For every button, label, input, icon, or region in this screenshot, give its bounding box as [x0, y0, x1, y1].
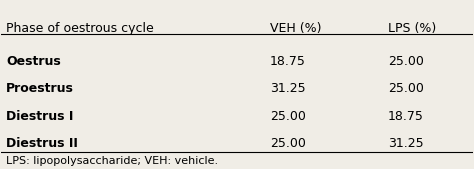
Text: 25.00: 25.00 [270, 137, 306, 150]
Text: VEH (%): VEH (%) [270, 22, 321, 35]
Text: 25.00: 25.00 [388, 82, 424, 95]
Text: 25.00: 25.00 [270, 110, 306, 123]
Text: 18.75: 18.75 [388, 110, 424, 123]
Text: Phase of oestrous cycle: Phase of oestrous cycle [6, 22, 154, 35]
Text: Diestrus I: Diestrus I [6, 110, 73, 123]
Text: LPS: lipopolysaccharide; VEH: vehicle.: LPS: lipopolysaccharide; VEH: vehicle. [6, 156, 218, 166]
Text: LPS (%): LPS (%) [388, 22, 436, 35]
Text: Proestrus: Proestrus [6, 82, 74, 95]
Text: Diestrus II: Diestrus II [6, 137, 78, 150]
Text: 18.75: 18.75 [270, 55, 306, 68]
Text: 25.00: 25.00 [388, 55, 424, 68]
Text: 31.25: 31.25 [388, 137, 423, 150]
Text: 31.25: 31.25 [270, 82, 306, 95]
Text: Oestrus: Oestrus [6, 55, 61, 68]
